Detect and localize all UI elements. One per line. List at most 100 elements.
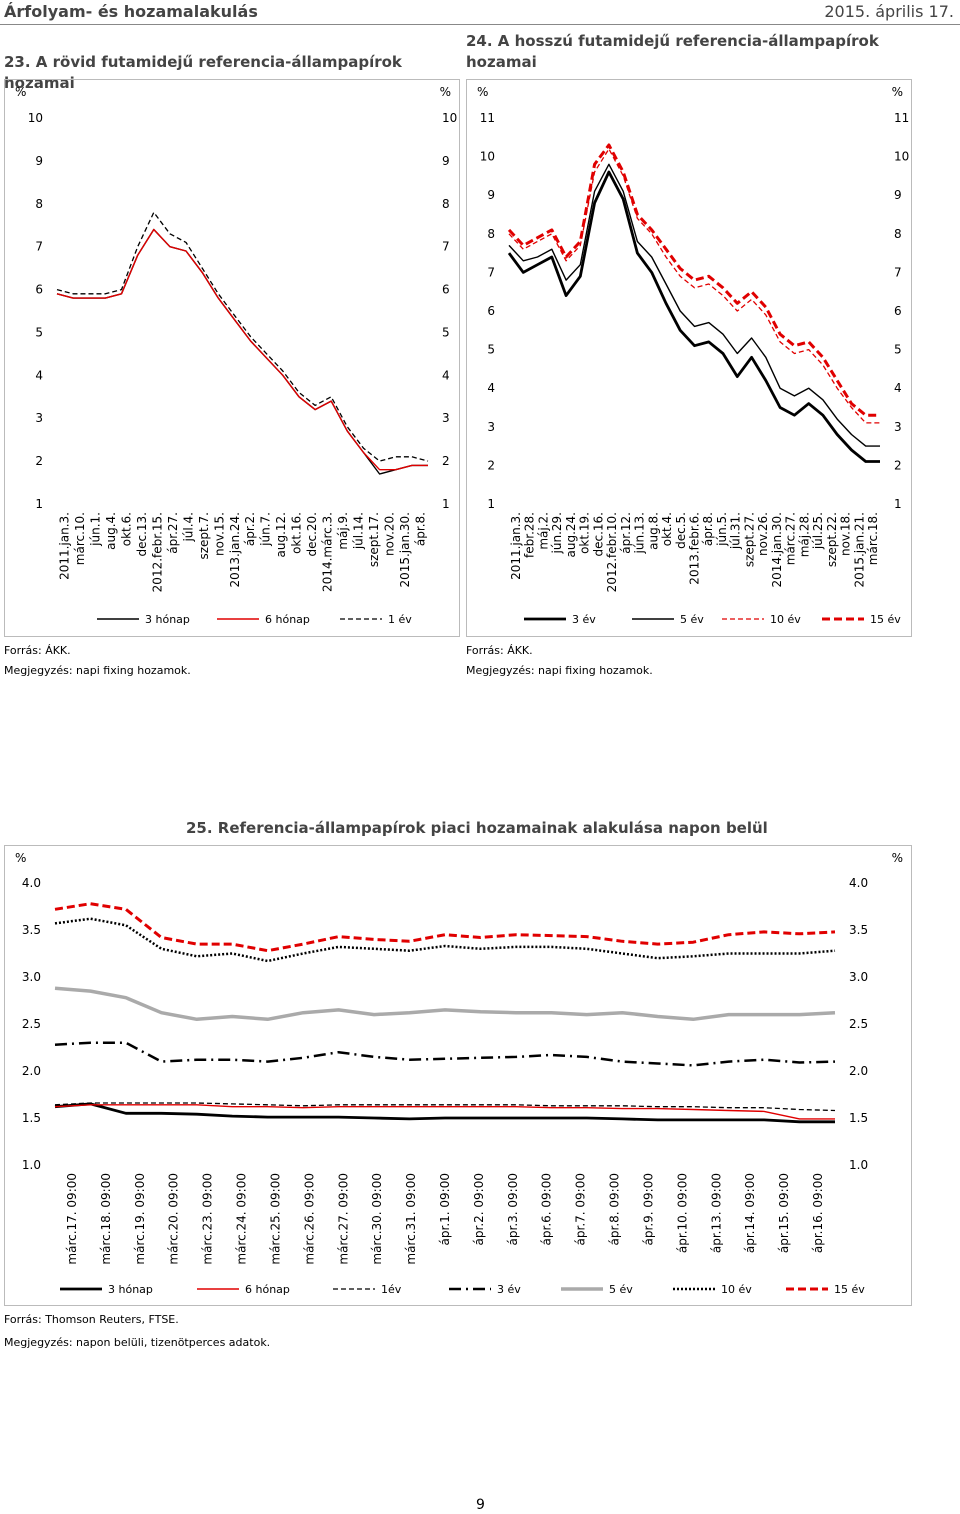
c25-series-15-év — [54, 902, 836, 953]
c25-legend-label: 15 év — [834, 1283, 865, 1296]
chart-23-title: 23. A rövid futamidejű referencia-államp… — [4, 53, 402, 92]
c25-ytick-right: 3.0 — [849, 970, 868, 984]
c23-xtick: nov.20. — [382, 512, 396, 556]
chart-25-panel: %% 1.0 1.0 1.5 1.5 2.0 2.0 2.5 2.5 3.0 3.0 3.5 3.5 4.… — [4, 845, 912, 1306]
c23-ytick-left: 8 — [35, 197, 43, 211]
c25-xtick: márc.20. 09:00 — [167, 1173, 181, 1265]
c25-legend-label: 10 év — [721, 1283, 752, 1296]
c23-xtick: dec.20. — [305, 512, 319, 557]
c24-xtick: ápr.12. — [619, 512, 633, 554]
c25-ytick-left: 3.5 — [22, 923, 41, 937]
c25-xtick: márc.27. 09:00 — [336, 1173, 350, 1265]
c23-xtick: 2013.jan.24. — [228, 512, 242, 588]
c24-xtick: máj.2. — [536, 512, 550, 550]
c23-xtick: júl.4. — [181, 512, 195, 543]
c25-ytick-right: 3.5 — [849, 923, 868, 937]
c24-legend-label: 5 év — [680, 613, 704, 626]
c23-ytick-left: 4 — [35, 368, 43, 382]
c25-xtick: márc.17. 09:00 — [65, 1173, 79, 1265]
c23-series-3-hónap — [56, 228, 428, 475]
c23-ytick-left: 3 — [35, 411, 43, 425]
c24-xtick: okt.19. — [578, 512, 592, 554]
c25-ytick-right: 2.0 — [849, 1064, 868, 1078]
c23-xtick: ápr.27. — [166, 512, 180, 554]
c23-ytick-right: 3 — [442, 411, 450, 425]
c23-xtick: jún.7. — [259, 512, 273, 547]
c24-xtick: febr.28. — [523, 512, 537, 558]
c25-xtick: márc.23. 09:00 — [201, 1173, 215, 1265]
c23-ytick-right: 7 — [442, 240, 450, 254]
c23-xtick: szept.7. — [197, 512, 211, 560]
c24-xtick: aug.24. — [564, 512, 578, 557]
c24-ytick-left: 1 — [487, 497, 495, 511]
c24-xtick: 2011.jan.3. — [509, 512, 523, 580]
c24-xtick: szept.27. — [742, 512, 756, 567]
c25-ytick-left: 2.0 — [22, 1064, 41, 1078]
c24-xtick: nov.26. — [756, 512, 770, 556]
c24-ytick-left: 4 — [487, 381, 495, 395]
c25-yunit-left: % — [15, 851, 26, 865]
c25-xtick: márc.25. 09:00 — [268, 1173, 282, 1265]
c24-ytick-right: 1 — [894, 497, 902, 511]
chart-24-title: 24. A hosszú futamidejű referencia-állam… — [466, 32, 879, 71]
c24-ytick-left: 11 — [480, 111, 495, 125]
c23-series-1-év — [56, 211, 429, 462]
c23-ytick-right: 10 — [442, 111, 457, 125]
c23-xtick: nov.15. — [212, 512, 226, 556]
c25-xtick: ápr.15. 09:00 — [777, 1173, 791, 1253]
c24-ytick-left: 7 — [487, 265, 495, 279]
c24-ytick-left: 2 — [487, 458, 495, 472]
c23-xtick: dec.13. — [135, 512, 149, 557]
c24-legend-label: 15 év — [870, 613, 901, 626]
page-number: 9 — [476, 1497, 485, 1513]
c24-series-5-év — [508, 163, 880, 447]
c25-series-6-hónap — [54, 1104, 835, 1120]
c25-series-1év — [54, 1102, 836, 1112]
c23-ytick-left: 7 — [35, 240, 43, 254]
header-section-title: Árfolyam- és hozamalakulás — [4, 2, 258, 21]
chart-24-note: Megjegyzés: napi fixing hozamok. — [466, 664, 653, 677]
c24-xtick: 2015.jan.21. — [852, 512, 866, 588]
c25-xtick: ápr.2. 09:00 — [472, 1173, 486, 1245]
c24-xtick: aug.8. — [646, 512, 660, 550]
c24-xtick: jún.29. — [550, 512, 564, 554]
c24-ytick-left: 5 — [487, 343, 495, 357]
c25-series-10-év — [54, 917, 836, 963]
c24-ytick-right: 9 — [894, 188, 902, 202]
c23-ytick-left: 10 — [28, 111, 43, 125]
c24-series-3-év — [507, 170, 880, 463]
c24-xtick: jún.13. — [633, 512, 647, 554]
c25-xtick: ápr.7. 09:00 — [574, 1173, 588, 1245]
c23-xtick: 2014.márc.3. — [321, 512, 335, 592]
c25-xtick: ápr.1. 09:00 — [438, 1173, 452, 1245]
c25-legend-label: 5 év — [609, 1283, 633, 1296]
c25-xtick: márc.30. 09:00 — [370, 1173, 384, 1265]
c23-xtick: márc.10. — [73, 512, 87, 565]
c24-ytick-right: 3 — [894, 420, 902, 434]
c23-ytick-right: 4 — [442, 368, 450, 382]
c25-ytick-left: 2.5 — [22, 1017, 41, 1031]
c24-ytick-right: 7 — [894, 265, 902, 279]
c24-xtick: ápr.8. — [701, 512, 715, 546]
c24-ytick-right: 11 — [894, 111, 909, 125]
c24-ytick-left: 3 — [487, 420, 495, 434]
chart-25-note: Megjegyzés: napon belüli, tizenötperces … — [4, 1336, 271, 1349]
c25-legend-label: 3 év — [497, 1283, 521, 1296]
chart-25-source: Forrás: Thomson Reuters, FTSE. — [4, 1313, 179, 1326]
chart-23-source: Forrás: ÁKK. — [4, 644, 71, 657]
c24-ytick-right: 2 — [894, 458, 902, 472]
c24-xtick: nov.18. — [839, 512, 853, 556]
c23-xtick: okt.6. — [120, 512, 134, 546]
c24-ytick-left: 8 — [487, 227, 495, 241]
c25-ytick-right: 1.5 — [849, 1111, 868, 1125]
c25-xtick: ápr.8. 09:00 — [608, 1173, 622, 1245]
c25-legend-label: 3 hónap — [108, 1283, 153, 1296]
c25-xtick: ápr.9. 09:00 — [641, 1173, 655, 1245]
c24-xtick: júl.31. — [729, 512, 743, 550]
c25-xtick: ápr.3. 09:00 — [506, 1173, 520, 1245]
chart-25-title: 25. Referencia-állampapírok piaci hozama… — [186, 819, 768, 837]
c24-xtick: márc.27. — [784, 512, 798, 565]
c25-series-3-hónap — [54, 1102, 835, 1124]
c23-legend-label: 6 hónap — [265, 613, 310, 626]
